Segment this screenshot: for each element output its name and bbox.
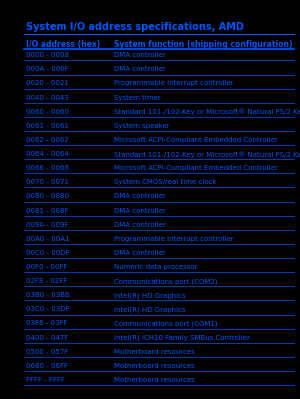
Text: System I/O address specifications, AMD: System I/O address specifications, AMD [26,22,243,32]
Text: 0066 - 0066: 0066 - 0066 [26,165,68,171]
Text: DMA controller: DMA controller [114,52,166,58]
Text: FFFF - FFFF: FFFF - FFFF [26,377,64,383]
Text: 000A - 000F: 000A - 000F [26,66,68,72]
Text: Programmable interrupt controller: Programmable interrupt controller [114,81,234,87]
Text: 0062 - 0062: 0062 - 0062 [26,137,68,143]
Text: Motherboard resources: Motherboard resources [114,349,195,355]
Text: System speaker: System speaker [114,123,170,129]
Text: Intel(R) ICH10 Family SMBus Controller: Intel(R) ICH10 Family SMBus Controller [114,334,250,341]
Text: 03C0 - 03DF: 03C0 - 03DF [26,306,69,312]
Text: I/O address (hex): I/O address (hex) [26,40,100,49]
Text: Motherboard resources: Motherboard resources [114,363,195,369]
Text: 0020 - 0021: 0020 - 0021 [26,81,68,87]
Text: 0000 - 0008: 0000 - 0008 [26,52,68,58]
Text: DMA controller: DMA controller [114,250,166,256]
Text: 03F8 - 03FF: 03F8 - 03FF [26,320,67,326]
Text: 00A0 - 00A1: 00A0 - 00A1 [26,236,69,242]
Text: 0680 - 06FF: 0680 - 06FF [26,363,68,369]
Text: Programmable interrupt controller: Programmable interrupt controller [114,236,234,242]
Text: 00C0 - 00DF: 00C0 - 00DF [26,250,69,256]
Text: Motherboard resources: Motherboard resources [114,377,195,383]
Text: DMA controller: DMA controller [114,207,166,213]
Text: 0064 - 0064: 0064 - 0064 [26,151,68,157]
Text: Intel(R) HD Graphics: Intel(R) HD Graphics [114,292,186,299]
Text: 00F0 - 00FF: 00F0 - 00FF [26,264,67,270]
Text: DMA controller: DMA controller [114,222,166,228]
Text: 0061 - 0061: 0061 - 0061 [26,123,68,129]
Text: Standard 101-/102-Key or Microsoft® Natural PS/2 Keyboard: Standard 101-/102-Key or Microsoft® Natu… [114,109,300,115]
Text: DMA controller: DMA controller [114,66,166,72]
Text: 0060 - 0060: 0060 - 0060 [26,109,68,115]
Text: 0500 - 057F: 0500 - 057F [26,349,68,355]
Text: 0090 - 009F: 0090 - 009F [26,222,68,228]
Text: Communications port (COM1): Communications port (COM1) [114,320,218,327]
Text: 02F8 - 02FF: 02F8 - 02FF [26,278,67,284]
Text: Intel(R) HD Graphics: Intel(R) HD Graphics [114,306,186,313]
Text: Communications port (COM2): Communications port (COM2) [114,278,218,284]
Text: System CMOS/real time clock: System CMOS/real time clock [114,179,217,185]
Text: System timer: System timer [114,95,161,101]
Text: System function (shipping configuration): System function (shipping configuration) [114,40,292,49]
Text: DMA controller: DMA controller [114,194,166,200]
Text: Numeric data processor: Numeric data processor [114,264,197,270]
Text: 0400 - 047F: 0400 - 047F [26,334,68,341]
Text: Microsoft ACPI-Compliant Embedded Controller: Microsoft ACPI-Compliant Embedded Contro… [114,165,278,171]
Text: 0070 - 0071: 0070 - 0071 [26,179,68,185]
Text: 03B0 - 03BB: 03B0 - 03BB [26,292,69,298]
Text: 0081 - 008F: 0081 - 008F [26,207,68,213]
Text: 0080 - 0080: 0080 - 0080 [26,194,68,200]
Text: 0040 - 0043: 0040 - 0043 [26,95,68,101]
Text: Microsoft ACPI-Compliant Embedded Controller: Microsoft ACPI-Compliant Embedded Contro… [114,137,278,143]
Text: Standard 101-/102-Key or Microsoft® Natural PS/2 Keyboard: Standard 101-/102-Key or Microsoft® Natu… [114,151,300,158]
